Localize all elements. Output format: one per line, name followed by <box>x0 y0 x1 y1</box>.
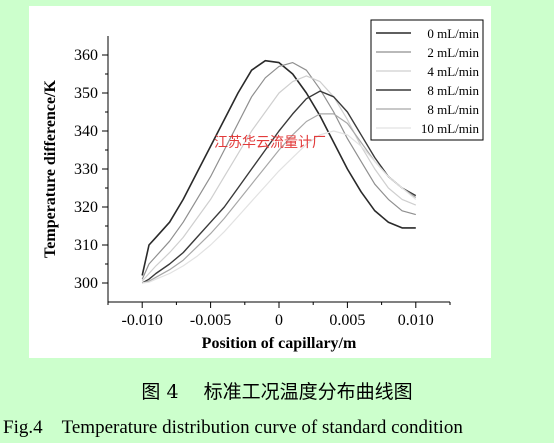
y-tick-label: 360 <box>74 47 98 64</box>
series-line-2 <box>141 61 416 280</box>
series-layer <box>141 59 417 284</box>
chart-figure: 300 310 320 330 340 350 360 -0.010 -0.005 0 0.005 0… <box>29 6 491 358</box>
series-line-1 <box>141 59 416 276</box>
y-tick-label: 320 <box>74 199 98 216</box>
legend-label: 8 mL/min <box>427 83 479 98</box>
figure-caption-chinese: 图 4 标准工况温度分布曲线图 <box>141 381 413 403</box>
y-tick-label: 310 <box>74 237 98 254</box>
x-tick-label: 0.010 <box>398 312 434 329</box>
legend-label: 2 mL/min <box>427 45 479 60</box>
y-tick-label: 340 <box>74 123 98 140</box>
series-line-3 <box>141 75 417 282</box>
x-tick-label: -0.010 <box>122 312 163 329</box>
legend-label: 0 mL/min <box>427 26 479 41</box>
legend-box <box>370 19 484 141</box>
series-line-4 <box>141 90 417 284</box>
chart-svg: 300 310 320 330 340 350 360 -0.010 -0.005 0 0.005 0… <box>42 19 484 352</box>
watermark-text: 江苏华云流量计厂 <box>214 135 326 151</box>
y-tick-label: 350 <box>74 85 98 102</box>
legend: 0 mL/min 2 mL/min 4 mL/min 8 mL/min 8 mL/min… <box>370 19 484 141</box>
legend-label: 10 mL/min <box>421 121 480 136</box>
series-line-5 <box>142 113 417 284</box>
y-tick-label: 330 <box>74 161 98 178</box>
y-tick-label: 300 <box>74 275 98 292</box>
series-line-6 <box>142 130 417 284</box>
figure-caption-english: Fig.4 Temperature distribution curve of … <box>3 417 463 438</box>
axes: 300 310 320 330 340 350 360 -0.010 -0.005 0 0.005 0… <box>42 36 451 352</box>
x-tick-label: 0 <box>275 312 283 329</box>
y-axis-label: Temperature difference/K <box>42 80 59 258</box>
x-tick-label: -0.005 <box>190 312 231 329</box>
legend-label: 8 mL/min <box>427 102 479 117</box>
legend-label: 4 mL/min <box>427 64 479 79</box>
x-axis-label: Position of capillary/m <box>202 335 357 352</box>
x-tick-label: 0.005 <box>329 312 365 329</box>
